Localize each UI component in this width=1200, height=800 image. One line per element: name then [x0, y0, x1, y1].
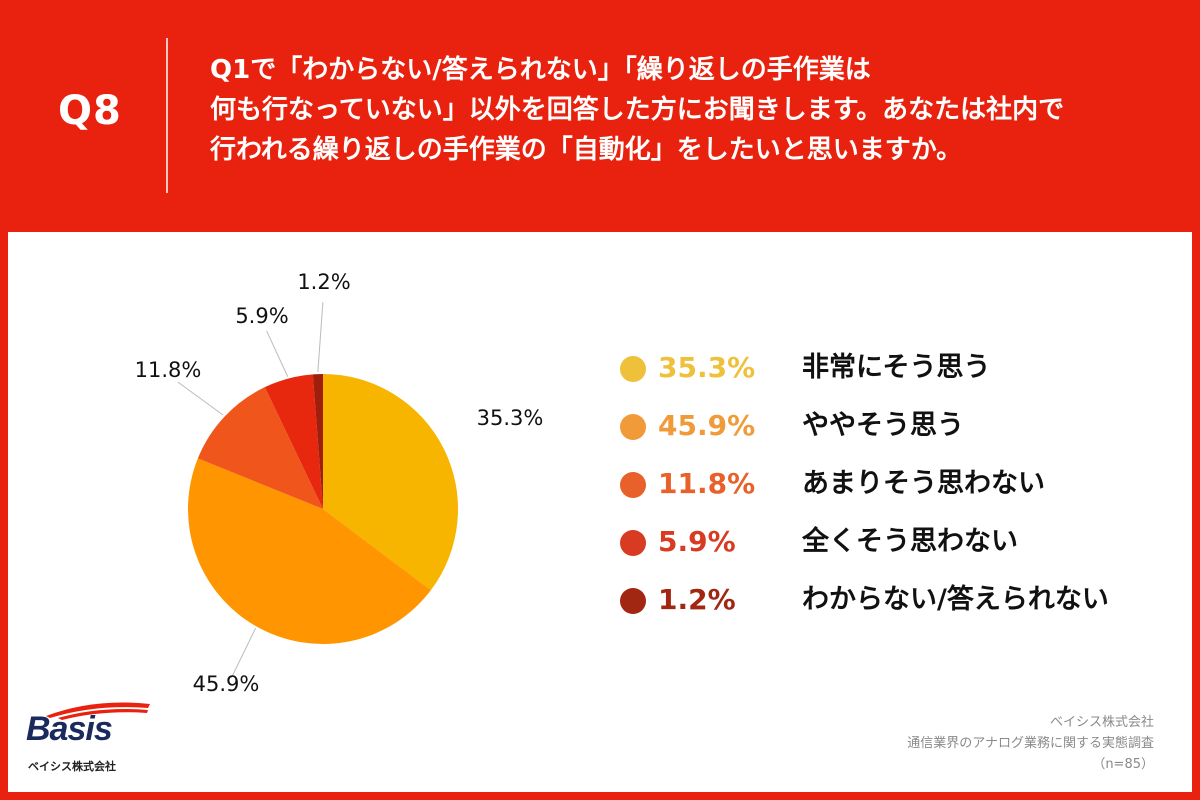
legend-label: 非常にそう思う [802, 352, 991, 383]
question-line: 何も行なっていない」以外を回答した方にお聞きします。あなたは社内で [210, 95, 1065, 125]
chart-panel: 35.3% 45.9% 11.8% 5.9% 1.2% 35.3% 非常にそう思う 45.9… [8, 232, 1192, 792]
legend-percent: 35.3% [658, 351, 756, 384]
pie-slice [323, 374, 458, 591]
header: Q8 Q1で「わからない/答えられない」「繰り返しの手作業は 何も行なっていない… [0, 0, 1200, 232]
leader-line [266, 330, 289, 377]
pie-slice [188, 458, 431, 644]
pie-data-label: 5.9% [235, 304, 289, 328]
leader-line [317, 302, 324, 373]
source-line: ベイシス株式会社 [1049, 715, 1154, 730]
pie-slice [264, 374, 323, 509]
source-note: ベイシス株式会社 通信業界のアナログ業務に関する実態調査 （n=85） [907, 712, 1154, 775]
pie-data-label: 1.2% [297, 270, 351, 294]
basis-logo: Basis ベイシス株式会社 [22, 700, 150, 780]
pie-data-label: 11.8% [134, 358, 202, 382]
source-line: 通信業界のアナログ業務に関する実態調査 [907, 736, 1154, 751]
legend-label: あまりそう思わない [802, 468, 1045, 499]
legend-percent: 45.9% [658, 409, 756, 442]
pie-slice [312, 374, 323, 509]
legend-label: わからない/答えられない [802, 584, 1109, 615]
pie-data-label: 45.9% [192, 672, 260, 696]
pie-data-label: 35.3% [476, 406, 544, 430]
legend-dot-icon [620, 588, 646, 614]
source-line: （n=85） [1092, 757, 1154, 772]
question-line: 行われる繰り返しの手作業の「自動化」をしたいと思いますか。 [210, 135, 963, 165]
pie-chart [177, 302, 458, 679]
leader-line [230, 628, 257, 679]
logo-company-name: ベイシス株式会社 [28, 760, 116, 773]
leader-line [177, 381, 224, 416]
question-text: Q1で「わからない/答えられない」「繰り返しの手作業は 何も行なっていない」以外… [210, 50, 1170, 170]
question-number: Q8 [58, 88, 122, 134]
pie-slice [197, 387, 323, 509]
legend-label: 全くそう思わない [802, 526, 1018, 557]
legend-dot-icon [620, 530, 646, 556]
legend-percent: 5.9% [658, 525, 736, 558]
logo-swoosh-icon [46, 702, 150, 720]
legend-percent: 11.8% [658, 467, 756, 500]
header-divider [166, 38, 168, 193]
logo-wordmark: Basis [26, 710, 113, 748]
legend-percent: 1.2% [658, 583, 736, 616]
legend-label: ややそう思う [802, 410, 964, 441]
question-line: Q1で「わからない/答えられない」「繰り返しの手作業は [210, 55, 871, 85]
legend-dot-icon [620, 414, 646, 440]
legend-dot-icon [620, 472, 646, 498]
legend-dot-icon [620, 356, 646, 382]
